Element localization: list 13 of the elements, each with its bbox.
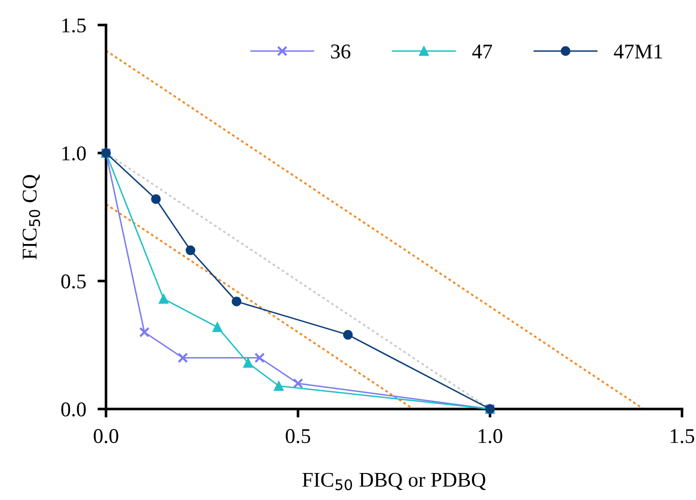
- legend-label: 47M1: [614, 44, 662, 58]
- y-tick-label: 0.5: [61, 274, 86, 289]
- y-tick-label: 0.0: [61, 402, 86, 417]
- x-tick-label: 1.0: [478, 429, 502, 444]
- x-axis-title: FIC$_{50}$ DBQ or PDBQ: [302, 472, 486, 490]
- x-tick-label: 1.5: [670, 429, 694, 444]
- y-tick-label: 1.0: [62, 146, 86, 161]
- legend-label: 36: [331, 44, 350, 59]
- y-axis-title: FIC$_{50}$ CQ: [22, 174, 40, 260]
- y-tick-label: 1.5: [62, 18, 86, 33]
- x-tick-label: 0.5: [286, 429, 310, 444]
- legend-label: 47: [472, 44, 492, 58]
- x-tick-label: 0.0: [94, 429, 118, 444]
